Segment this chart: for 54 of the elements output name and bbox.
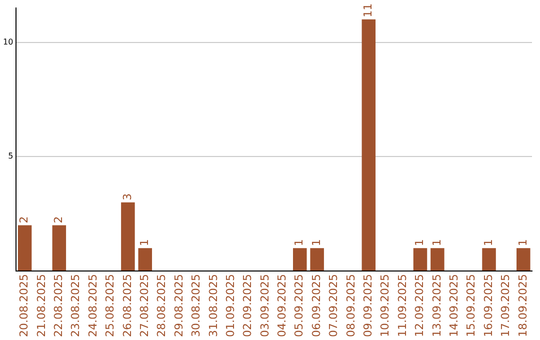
x-tick-label: 21.08.2025 xyxy=(34,274,48,338)
data-label: 1 xyxy=(138,239,151,246)
x-tick-label: 25.08.2025 xyxy=(104,274,117,338)
x-tick-label: 05.09.2025 xyxy=(292,274,306,338)
x-tick-label: 02.09.2025 xyxy=(241,274,254,338)
data-label: 1 xyxy=(430,239,444,246)
data-label: 11 xyxy=(362,3,375,18)
x-tick-label: 10.09.2025 xyxy=(378,274,392,338)
x-tick-label: 27.08.2025 xyxy=(138,274,151,338)
data-label: 1 xyxy=(482,239,495,246)
x-tick-label: 18.09.2025 xyxy=(516,274,530,338)
data-label: 2 xyxy=(18,216,31,224)
x-tick-label: 08.09.2025 xyxy=(344,274,358,338)
x-tick-label: 30.08.2025 xyxy=(190,274,203,338)
bar xyxy=(516,248,530,271)
x-tick-label: 11.09.2025 xyxy=(396,274,409,338)
x-tick-label: 13.09.2025 xyxy=(430,274,444,338)
bar xyxy=(482,248,496,271)
x-tick-label: 28.08.2025 xyxy=(155,274,168,338)
bar xyxy=(18,225,32,271)
x-tick-label: 23.08.2025 xyxy=(69,274,82,338)
x-tick-label: 14.09.2025 xyxy=(447,274,460,338)
x-tick-label: 12.09.2025 xyxy=(413,274,426,338)
y-tick-label: 5 xyxy=(8,152,14,161)
x-tick-label: 07.09.2025 xyxy=(327,274,340,338)
x-tick-label: 26.08.2025 xyxy=(120,274,134,338)
x-tick-label: 06.09.2025 xyxy=(310,274,323,338)
x-tick-label: 17.09.2025 xyxy=(499,274,512,338)
x-tick-label: 01.09.2025 xyxy=(224,274,237,338)
bar xyxy=(138,248,152,271)
bar xyxy=(52,225,66,271)
bar xyxy=(121,202,135,271)
x-tick-label: 24.08.2025 xyxy=(86,274,100,338)
data-label: 2 xyxy=(52,216,66,224)
x-tick-label: 29.08.2025 xyxy=(172,274,186,338)
bar xyxy=(362,19,376,271)
bar xyxy=(413,248,428,271)
bar xyxy=(293,248,307,271)
bar xyxy=(430,248,444,271)
data-label: 1 xyxy=(516,239,530,246)
x-tick-label: 16.09.2025 xyxy=(482,274,495,338)
data-label: 1 xyxy=(292,239,306,246)
x-tick-label: 31.08.2025 xyxy=(206,274,220,338)
bar xyxy=(310,248,324,271)
x-tick-label: 03.09.2025 xyxy=(258,274,272,338)
x-tick-label: 15.09.2025 xyxy=(464,274,478,338)
data-label: 1 xyxy=(413,239,426,246)
data-label: 3 xyxy=(120,193,134,200)
x-tick-label: 09.09.2025 xyxy=(362,274,375,338)
y-tick-label: 10 xyxy=(2,37,14,46)
x-tick-label: 20.08.2025 xyxy=(18,274,31,338)
x-tick-label: 04.09.2025 xyxy=(276,274,289,338)
x-tick-label: 22.08.2025 xyxy=(52,274,66,338)
data-label: 1 xyxy=(310,239,323,246)
